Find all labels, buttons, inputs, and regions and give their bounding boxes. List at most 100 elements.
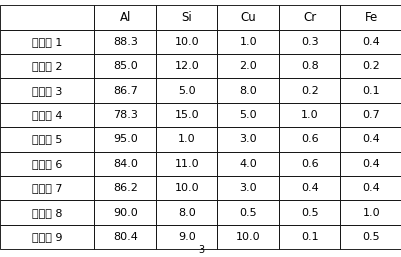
Bar <box>156 152 217 176</box>
Text: 实施例 7: 实施例 7 <box>32 183 62 193</box>
Text: 1.0: 1.0 <box>362 208 379 218</box>
Text: 86.7: 86.7 <box>113 86 137 96</box>
Bar <box>278 78 340 103</box>
Text: 实施例 1: 实施例 1 <box>32 37 62 47</box>
Bar <box>217 176 278 200</box>
Bar <box>340 225 401 249</box>
Bar <box>0 30 94 54</box>
Text: Al: Al <box>119 11 131 24</box>
Bar <box>217 54 278 78</box>
Text: Cr: Cr <box>302 11 316 24</box>
Bar <box>278 5 340 30</box>
Bar <box>156 200 217 225</box>
Text: 实施例 4: 实施例 4 <box>32 110 62 120</box>
Bar <box>156 225 217 249</box>
Text: 0.1: 0.1 <box>362 86 379 96</box>
Bar <box>94 103 156 127</box>
Bar <box>94 200 156 225</box>
Bar <box>340 152 401 176</box>
Bar <box>340 5 401 30</box>
Text: Fe: Fe <box>364 11 377 24</box>
Bar <box>94 30 156 54</box>
Text: 10.0: 10.0 <box>174 183 198 193</box>
Text: 3.0: 3.0 <box>239 134 256 144</box>
Text: 0.4: 0.4 <box>361 37 379 47</box>
Text: 实施例 2: 实施例 2 <box>32 61 62 71</box>
Text: 84.0: 84.0 <box>113 159 137 169</box>
Text: 0.6: 0.6 <box>300 134 318 144</box>
Text: 1.0: 1.0 <box>178 134 195 144</box>
Bar <box>217 225 278 249</box>
Bar <box>0 5 94 30</box>
Bar <box>94 78 156 103</box>
Bar <box>217 78 278 103</box>
Text: Cu: Cu <box>240 11 255 24</box>
Text: 0.6: 0.6 <box>300 159 318 169</box>
Bar <box>0 176 94 200</box>
Bar <box>94 152 156 176</box>
Bar <box>156 30 217 54</box>
Text: 10.0: 10.0 <box>174 37 198 47</box>
Text: 1.0: 1.0 <box>239 37 256 47</box>
Bar <box>94 5 156 30</box>
Text: 0.3: 0.3 <box>300 37 318 47</box>
Text: 11.0: 11.0 <box>174 159 198 169</box>
Bar <box>94 127 156 152</box>
Text: 78.3: 78.3 <box>113 110 137 120</box>
Bar <box>340 176 401 200</box>
Bar <box>94 176 156 200</box>
Text: 88.3: 88.3 <box>113 37 137 47</box>
Bar <box>340 78 401 103</box>
Text: Si: Si <box>181 11 192 24</box>
Bar <box>156 54 217 78</box>
Text: 0.5: 0.5 <box>362 232 379 242</box>
Bar <box>340 30 401 54</box>
Text: 0.4: 0.4 <box>361 134 379 144</box>
Text: 0.4: 0.4 <box>361 183 379 193</box>
Text: 80.4: 80.4 <box>113 232 137 242</box>
Text: 0.7: 0.7 <box>361 110 379 120</box>
Text: 9.0: 9.0 <box>177 232 195 242</box>
Text: 实施例 6: 实施例 6 <box>32 159 62 169</box>
Bar <box>217 152 278 176</box>
Bar <box>156 78 217 103</box>
Bar <box>0 152 94 176</box>
Text: 8.0: 8.0 <box>177 208 195 218</box>
Bar <box>156 127 217 152</box>
Text: 0.1: 0.1 <box>300 232 318 242</box>
Bar <box>278 103 340 127</box>
Text: 1.0: 1.0 <box>300 110 318 120</box>
Bar <box>156 103 217 127</box>
Text: 0.5: 0.5 <box>239 208 256 218</box>
Bar <box>217 5 278 30</box>
Text: 0.4: 0.4 <box>361 159 379 169</box>
Text: 0.2: 0.2 <box>300 86 318 96</box>
Bar <box>0 200 94 225</box>
Text: 实施例 5: 实施例 5 <box>32 134 62 144</box>
Text: 实施例 8: 实施例 8 <box>32 208 62 218</box>
Bar <box>278 54 340 78</box>
Text: 3.0: 3.0 <box>239 183 256 193</box>
Text: 3: 3 <box>197 245 204 255</box>
Text: 实施例 9: 实施例 9 <box>32 232 62 242</box>
Bar <box>278 200 340 225</box>
Bar <box>0 127 94 152</box>
Text: 5.0: 5.0 <box>239 110 256 120</box>
Bar <box>340 200 401 225</box>
Bar <box>217 200 278 225</box>
Text: 10.0: 10.0 <box>235 232 260 242</box>
Bar <box>340 127 401 152</box>
Text: 实施例 3: 实施例 3 <box>32 86 62 96</box>
Text: 4.0: 4.0 <box>239 159 257 169</box>
Bar <box>217 103 278 127</box>
Bar <box>278 225 340 249</box>
Bar <box>0 54 94 78</box>
Text: 85.0: 85.0 <box>113 61 137 71</box>
Bar <box>0 225 94 249</box>
Text: 0.8: 0.8 <box>300 61 318 71</box>
Bar <box>156 176 217 200</box>
Bar <box>0 103 94 127</box>
Bar <box>94 225 156 249</box>
Bar <box>278 127 340 152</box>
Bar <box>217 30 278 54</box>
